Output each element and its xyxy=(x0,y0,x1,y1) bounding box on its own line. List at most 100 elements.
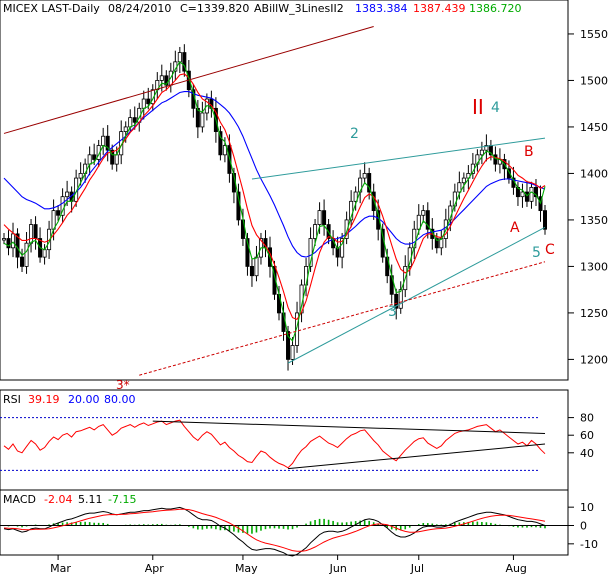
macd-line xyxy=(3,506,546,557)
ma-red-line xyxy=(3,73,546,321)
month-tick-label: Jun xyxy=(329,562,347,575)
ma1-value: 1383.384 xyxy=(355,2,408,15)
candle-body xyxy=(132,117,137,123)
wave-label-II: II xyxy=(472,95,484,119)
candle-body xyxy=(92,154,97,160)
candle-body xyxy=(29,224,34,244)
macd-hist: -7.15 xyxy=(108,493,136,506)
candle-body xyxy=(520,191,525,198)
rsi-tick-label: 60 xyxy=(580,429,594,442)
moving-averages xyxy=(3,60,546,342)
wave-label-C: C xyxy=(545,242,555,258)
price-tick-label: 1550 xyxy=(580,28,608,41)
candle-body xyxy=(200,112,205,128)
candle-body xyxy=(479,149,484,156)
rsi-value: 39.19 xyxy=(28,393,60,406)
channel-lower-line xyxy=(287,226,546,364)
month-tick-label: May xyxy=(235,562,258,575)
month-tick-label: Mar xyxy=(50,562,71,575)
rsi-upper: 80.00 xyxy=(104,393,136,406)
trendlines xyxy=(3,26,546,376)
month-tick-label: Apr xyxy=(145,562,165,575)
candle-body xyxy=(529,186,534,202)
ma2-value: 1387.439 xyxy=(413,2,466,15)
wave-label-5: 5 xyxy=(532,245,541,261)
candle-body xyxy=(128,117,133,128)
macd-tick-label: 0 xyxy=(580,520,587,533)
candle-body xyxy=(484,145,489,151)
rsi-panel-frame xyxy=(0,389,569,491)
channel-upper-line xyxy=(251,137,546,180)
price-tick-label: 1300 xyxy=(580,260,608,273)
candle-body xyxy=(159,75,164,81)
price-tick-label: 1250 xyxy=(580,307,608,320)
candle-body xyxy=(313,224,318,239)
candle-body xyxy=(322,210,327,225)
candle-body xyxy=(290,345,295,360)
candle-body xyxy=(344,219,349,239)
candle-body xyxy=(362,173,367,179)
candle-body xyxy=(286,331,291,360)
candle-body xyxy=(218,131,223,156)
candle-body xyxy=(101,135,106,146)
candle-body xyxy=(87,154,92,165)
candle-body xyxy=(60,196,65,216)
month-tick-label: Aug xyxy=(505,562,526,575)
candle-body xyxy=(543,210,548,230)
candle-body xyxy=(164,75,169,86)
candle-body xyxy=(123,126,128,132)
candle-body xyxy=(394,293,399,309)
candle-body xyxy=(493,154,498,165)
wave-label-B: B xyxy=(524,144,534,160)
macd-tick-label: -10 xyxy=(580,538,598,551)
candle-body xyxy=(20,256,25,267)
candle-body xyxy=(295,312,300,346)
price-tick-label: 1400 xyxy=(580,167,608,180)
wave-label-3star: 3* xyxy=(116,378,130,392)
price-tick-label: 1350 xyxy=(580,214,608,227)
candle-body xyxy=(2,238,7,241)
candle-body xyxy=(222,145,227,156)
ma-green-line xyxy=(3,60,546,342)
candle-body xyxy=(340,238,345,258)
candle-body xyxy=(110,149,115,165)
macd-lines xyxy=(0,506,568,557)
rsi-trend-lower xyxy=(287,443,546,470)
candle-body xyxy=(24,242,29,267)
wave-label-2: 2 xyxy=(350,126,359,142)
candle-body xyxy=(146,98,151,105)
upper-trendline xyxy=(3,26,374,134)
symbol-label: MICEX LAST-Daily xyxy=(3,2,100,15)
candle-body xyxy=(506,168,511,179)
ma3-value: 1386.720 xyxy=(469,2,522,15)
axes: 1200 1250 1300 1350 1400 1450 1500 1550 Mar Apr Ma… xyxy=(50,28,608,575)
candle-body xyxy=(398,289,403,309)
ma-blue-line xyxy=(3,91,546,258)
candle-body xyxy=(353,191,358,202)
close-label: C=1339.820 xyxy=(180,2,249,15)
macd-tick-label: 10 xyxy=(580,501,594,514)
candle-body xyxy=(524,191,529,202)
price-tick-label: 1200 xyxy=(580,353,608,366)
rsi-trend-upper xyxy=(152,420,546,434)
candle-body xyxy=(254,256,259,277)
price-tick-label: 1500 xyxy=(580,74,608,87)
candle-body xyxy=(114,154,119,165)
candle-body xyxy=(461,177,466,184)
rsi-tick-label: 40 xyxy=(580,447,594,460)
month-tick-label: Jul xyxy=(410,562,424,575)
candle-body xyxy=(457,182,462,193)
candle-body xyxy=(33,224,38,239)
candle-body xyxy=(177,52,182,63)
candle-body xyxy=(42,249,47,258)
candle-body xyxy=(56,210,61,216)
macd-label: MACD xyxy=(3,493,36,506)
candle-body xyxy=(6,238,11,249)
rsi-line xyxy=(3,419,546,469)
candle-body xyxy=(425,210,430,230)
candle-body xyxy=(434,238,439,249)
rsi-tick-label: 80 xyxy=(580,412,594,425)
macd-signal-line xyxy=(3,508,546,552)
price-tick-label: 1450 xyxy=(580,121,608,134)
